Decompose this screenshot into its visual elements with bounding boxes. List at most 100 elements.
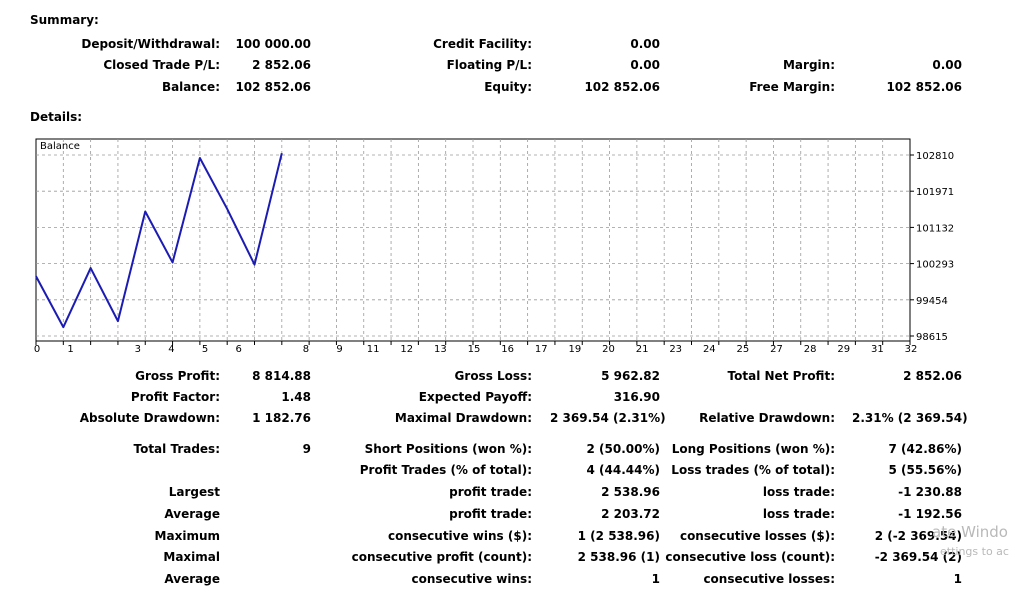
- details-label: Relative Drawdown:: [699, 411, 835, 425]
- x-tick-label: 32: [905, 344, 918, 355]
- details-value: 2 203.72: [601, 507, 660, 521]
- x-tick-label: 25: [737, 344, 750, 355]
- details-label: Absolute Drawdown:: [79, 411, 220, 425]
- summary-label: Floating P/L:: [446, 58, 532, 72]
- details-label: profit trade:: [449, 507, 532, 521]
- details-label: Profit Trades (% of total):: [359, 463, 532, 477]
- legend-label: Balance: [40, 141, 80, 152]
- details-label: loss trade:: [762, 507, 835, 521]
- summary-value: 102 852.06: [584, 80, 660, 94]
- summary-label: Closed Trade P/L:: [103, 58, 220, 72]
- x-tick-label: 23: [669, 344, 682, 355]
- details-value: -1 192.56: [898, 507, 962, 521]
- summary-value: 102 852.06: [886, 80, 962, 94]
- x-tick-label: 8: [303, 344, 309, 355]
- details-label: Expected Payoff:: [418, 390, 532, 404]
- details-label: Average: [164, 507, 220, 521]
- summary-value: 0.00: [932, 58, 962, 72]
- watermark-line1: ate Windo: [932, 523, 1008, 541]
- details-label: consecutive losses ($):: [679, 529, 835, 543]
- details-label: Largest: [168, 485, 220, 499]
- y-tick-label: 98615: [916, 332, 948, 343]
- summary-heading: Summary:: [30, 13, 99, 27]
- details-label: Maximum: [154, 529, 220, 543]
- details-label: consecutive losses:: [703, 572, 835, 586]
- details-label: Gross Loss:: [454, 369, 532, 383]
- x-tick-label: 12: [400, 344, 413, 355]
- details-value: 2 369.54 (2.31%): [550, 411, 666, 425]
- details-value: 2 (50.00%): [586, 442, 660, 456]
- y-tick-label: 102810: [916, 151, 954, 162]
- details-value: 8 814.88: [252, 369, 311, 383]
- summary-value: 2 852.06: [252, 58, 311, 72]
- details-value: 5 (55.56%): [888, 463, 962, 477]
- x-tick-label: 4: [168, 344, 174, 355]
- balance-chart: 0 1 3 4 5 6 8 9 11 12 13 15 16 17 19 20 21 23 24 25 27 28 29 31…: [34, 138, 954, 355]
- details-label: Total Trades:: [133, 442, 220, 456]
- summary-value: 100 000.00: [235, 37, 311, 51]
- details-value: 2 538.96 (1): [577, 550, 660, 564]
- details-label: Maximal: [163, 550, 220, 564]
- summary-value: 0.00: [630, 58, 660, 72]
- x-tick-label: 28: [804, 344, 817, 355]
- details-value: 5 962.82: [601, 369, 660, 383]
- x-tick-label: 13: [434, 344, 447, 355]
- watermark-line2: ettings to ac: [940, 545, 1009, 558]
- details-value: 4 (44.44%): [586, 463, 660, 477]
- details-label: Short Positions (won %):: [364, 442, 532, 456]
- details-label: Average: [164, 572, 220, 586]
- details-label: Long Positions (won %):: [671, 442, 835, 456]
- y-tick-label: 100293: [916, 260, 954, 271]
- x-tick-label: 20: [602, 344, 615, 355]
- details-value: 1.48: [281, 390, 311, 404]
- summary-label: Deposit/Withdrawal:: [81, 37, 220, 51]
- details-value: 2 852.06: [903, 369, 962, 383]
- y-tick-label: 99454: [916, 296, 948, 307]
- x-tick-label: 31: [871, 344, 884, 355]
- summary-value: 0.00: [630, 37, 660, 51]
- details-value: 1: [651, 572, 660, 586]
- x-tick-label: 29: [837, 344, 850, 355]
- x-tick-label: 24: [703, 344, 716, 355]
- x-tick-label: 0: [34, 344, 40, 355]
- x-tick-label: 15: [468, 344, 481, 355]
- summary-label: Balance:: [161, 80, 220, 94]
- details-value: 9: [302, 442, 311, 456]
- balance-line: [35, 152, 283, 329]
- details-value: 1 182.76: [252, 411, 311, 425]
- details-value: 7 (42.86%): [888, 442, 962, 456]
- details-label: consecutive wins:: [411, 572, 532, 586]
- details-value: 2 (-2 369.54): [874, 529, 962, 543]
- details-label: Profit Factor:: [130, 390, 220, 404]
- x-tick-label: 5: [202, 344, 208, 355]
- x-tick-label: 6: [236, 344, 242, 355]
- details-value: 316.90: [613, 390, 660, 404]
- summary-value: 102 852.06: [235, 80, 311, 94]
- details-label: Loss trades (% of total):: [671, 463, 835, 477]
- y-tick-label: 101132: [916, 223, 954, 234]
- x-tick-label: 11: [367, 344, 380, 355]
- summary-label: Free Margin:: [749, 80, 835, 94]
- x-tick-label: 21: [636, 344, 649, 355]
- x-tick-label: 1: [67, 344, 73, 355]
- details-value: 1: [953, 572, 962, 586]
- x-tick-label: 9: [336, 344, 342, 355]
- summary-label: Credit Facility:: [433, 37, 532, 51]
- details-label: Gross Profit:: [135, 369, 220, 383]
- x-tick-label: 27: [770, 344, 783, 355]
- details-label: consecutive loss (count):: [665, 550, 835, 564]
- details-label: Total Net Profit:: [727, 369, 835, 383]
- x-tick-label: 16: [501, 344, 514, 355]
- x-tick-label: 17: [535, 344, 548, 355]
- x-tick-label: 3: [135, 344, 141, 355]
- x-tick-label: 19: [568, 344, 581, 355]
- details-value: 1 (2 538.96): [577, 529, 660, 543]
- details-label: profit trade:: [449, 485, 532, 499]
- summary-label: Equity:: [484, 80, 532, 94]
- details-label: Maximal Drawdown:: [394, 411, 532, 425]
- details-heading: Details:: [30, 110, 83, 124]
- details-label: loss trade:: [762, 485, 835, 499]
- details-value: 2.31% (2 369.54): [852, 411, 968, 425]
- y-tick-label: 101971: [916, 187, 954, 198]
- details-value: 2 538.96: [601, 485, 660, 499]
